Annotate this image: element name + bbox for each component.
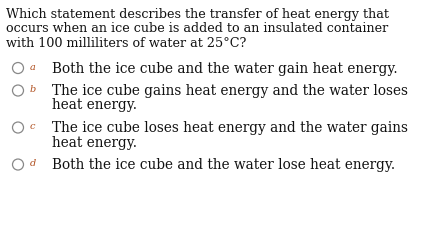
Text: occurs when an ice cube is added to an insulated container: occurs when an ice cube is added to an i… [6, 23, 388, 35]
Text: c: c [30, 122, 36, 131]
Text: b: b [30, 86, 36, 94]
Text: Both the ice cube and the water lose heat energy.: Both the ice cube and the water lose hea… [52, 158, 394, 172]
Text: The ice cube loses heat energy and the water gains: The ice cube loses heat energy and the w… [52, 121, 407, 135]
Text: heat energy.: heat energy. [52, 136, 137, 149]
Text: Which statement describes the transfer of heat energy that: Which statement describes the transfer o… [6, 8, 388, 21]
Text: heat energy.: heat energy. [52, 98, 137, 113]
Text: with 100 milliliters of water at 25°C?: with 100 milliliters of water at 25°C? [6, 37, 246, 50]
Text: The ice cube gains heat energy and the water loses: The ice cube gains heat energy and the w… [52, 84, 407, 98]
Text: a: a [30, 63, 36, 72]
Text: Both the ice cube and the water gain heat energy.: Both the ice cube and the water gain hea… [52, 62, 397, 75]
Text: d: d [30, 160, 36, 168]
